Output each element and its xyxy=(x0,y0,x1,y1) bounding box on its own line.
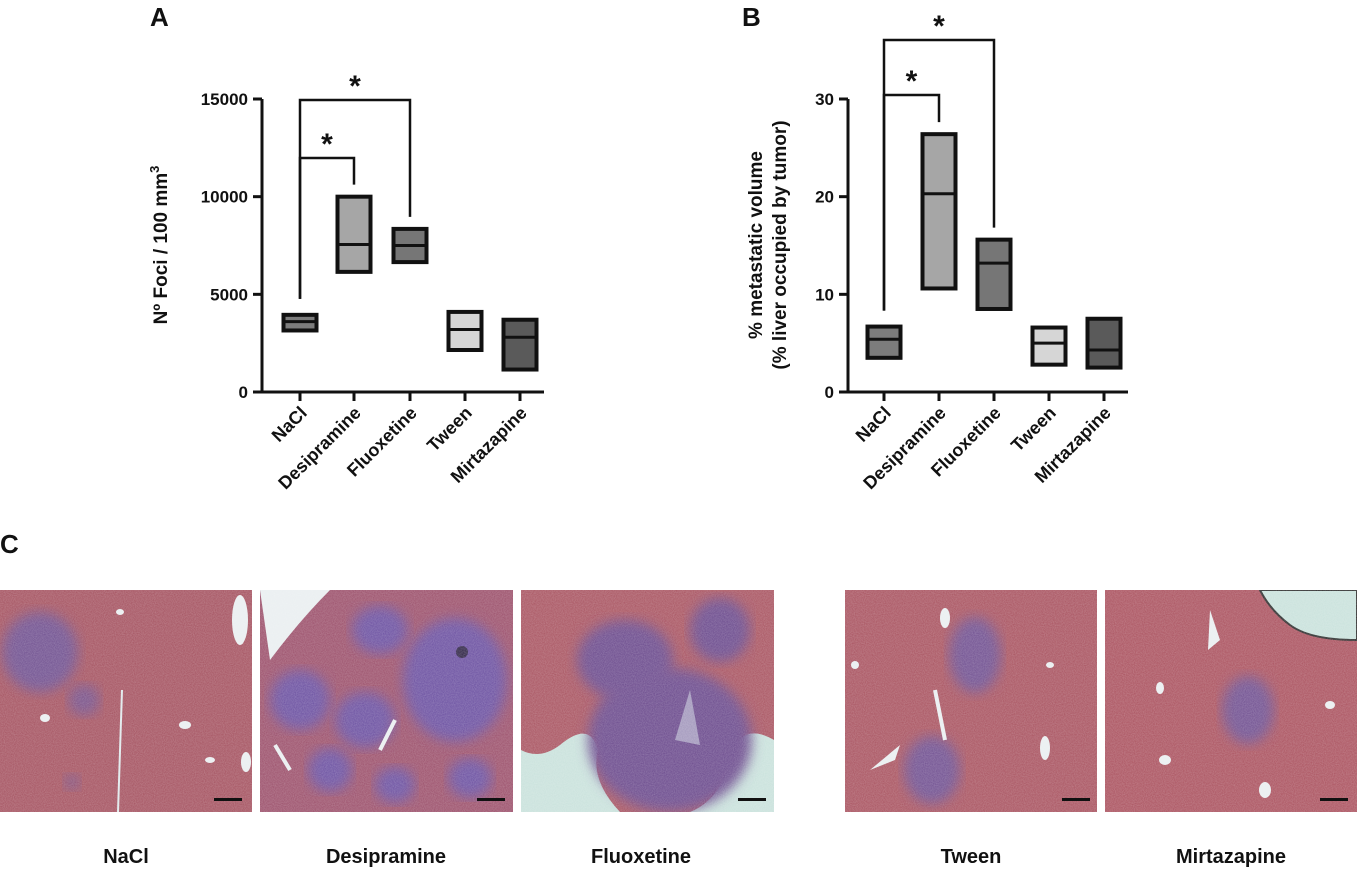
chart-b-ylabel: % metastatic volume xyxy=(746,151,767,339)
chart-b-ytick-label: 0 xyxy=(825,383,834,402)
chart-a-significance-bracket xyxy=(298,98,412,299)
micrograph-tween xyxy=(845,590,1097,812)
micrograph-caption-desipramine: Desipramine xyxy=(326,846,446,868)
micrograph-caption-nacl: NaCl xyxy=(103,846,149,868)
chart-b-ytick-label: 10 xyxy=(815,285,834,304)
micrograph-caption-mirtazapine: Mirtazapine xyxy=(1176,846,1286,868)
chart-b-category-label: Tween xyxy=(1007,403,1060,456)
chart-a-box-desipramine xyxy=(335,194,373,274)
chart-b-category-label: NaCl xyxy=(852,403,895,446)
chart-a-ytick-label: 10000 xyxy=(201,188,248,207)
chart-b-ytick-label: 30 xyxy=(815,90,834,109)
chart-b-ytick-label: 20 xyxy=(815,188,834,207)
chart-b-box-mirtazapine xyxy=(1085,316,1123,370)
chart-b-box-tween xyxy=(1030,325,1068,367)
chart-a-box-mirtazapine xyxy=(501,317,539,372)
chart-b-box-nacl xyxy=(865,324,903,360)
chart-b-box-desipramine xyxy=(920,132,958,291)
chart-b-box-fluoxetine xyxy=(975,237,1013,311)
chart-a: Nº Foci / 100 mm3 050001000015000NaClDes… xyxy=(147,70,544,493)
chart-b-ylabel-line2: (% liver occupied by tumor) xyxy=(770,120,791,369)
micrograph-caption-tween: Tween xyxy=(941,846,1002,868)
chart-a-significance-star: * xyxy=(321,128,333,161)
panel-letter-c: C xyxy=(0,529,19,559)
chart-a-ytick-label: 5000 xyxy=(210,285,248,304)
panel-letter-b: B xyxy=(742,2,761,32)
chart-b-significance-star: * xyxy=(906,65,918,98)
chart-a-category-label: NaCl xyxy=(268,403,311,446)
chart-b: % metastatic volume (% liver occupied by… xyxy=(746,10,1128,493)
chart-b-significance-bracket xyxy=(882,38,996,311)
micrograph-nacl xyxy=(0,590,252,812)
micrograph-caption-fluoxetine: Fluoxetine xyxy=(591,846,691,868)
chart-b-significance-star: * xyxy=(933,10,945,43)
micrograph-desipramine xyxy=(260,590,513,812)
micrograph-mirtazapine xyxy=(1105,590,1357,812)
chart-a-ytick-label: 15000 xyxy=(201,90,248,109)
chart-a-significance-star: * xyxy=(349,70,361,103)
chart-a-ytick-label: 0 xyxy=(239,383,248,402)
chart-a-category-label: Tween xyxy=(423,403,476,456)
panel-letter-a: A xyxy=(150,2,169,32)
micrograph-fluoxetine xyxy=(521,590,774,812)
chart-a-ylabel: Nº Foci / 100 mm3 xyxy=(147,166,172,325)
